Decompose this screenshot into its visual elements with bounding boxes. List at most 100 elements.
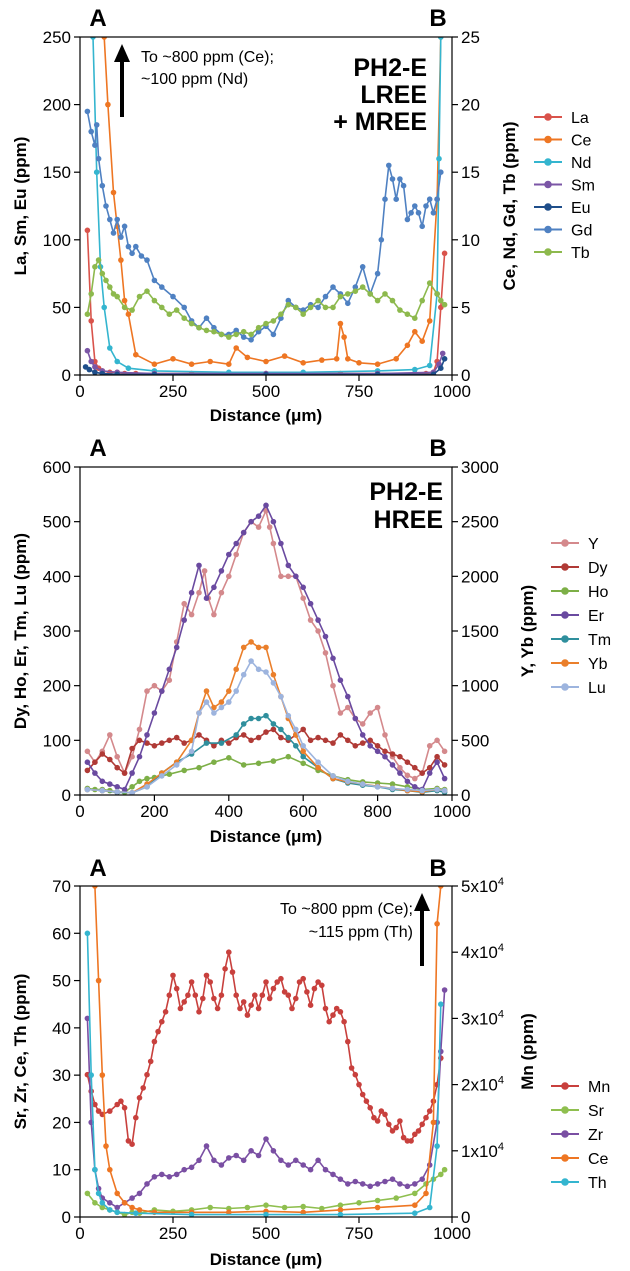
data-point-mn [333,1005,340,1012]
tick-exponent: 4 [498,1075,504,1087]
data-point-gd [322,293,329,300]
data-point-lu [84,786,91,793]
data-point-tb [359,284,366,290]
legend-item-sm: Sm [534,178,595,195]
data-point-gd [330,284,336,290]
data-point-gd [133,243,139,250]
data-point-mn [304,989,310,995]
data-point-mn [107,1108,113,1114]
y-right-tick-label: 15 [461,163,480,182]
data-point-er [293,573,299,580]
data-point-ce [244,354,251,361]
data-point-dy [412,764,418,771]
data-point-ce [121,297,128,304]
data-point-dy [337,732,344,738]
data-point-lu [248,658,254,664]
data-point-y [266,524,273,530]
data-point-tm [240,721,247,727]
data-point-eu [263,371,269,375]
legend-swatch-marker [561,1130,569,1138]
data-point-mn [352,1071,359,1078]
data-point-dy [240,732,247,738]
data-point-yb [240,644,247,651]
data-point-ho [211,759,217,765]
legend-item-tb: Tb [534,245,590,262]
data-point-tb [181,315,187,322]
data-point-zr [367,1183,374,1190]
data-point-zr [240,1157,247,1164]
data-point-gd [300,307,307,313]
data-point-ce [337,1207,344,1213]
data-point-tb [144,288,150,295]
data-point-tb [136,293,143,300]
data-point-er [107,781,113,787]
data-point-sm [439,350,446,357]
data-point-tb [218,331,225,338]
data-point-mn [248,1002,254,1008]
data-point-y [322,650,329,656]
data-point-sr [84,1190,91,1197]
x-tick-label: 750 [345,382,373,401]
data-point-gd [92,142,98,148]
data-point-gd [203,315,210,322]
data-point-er [389,762,396,768]
data-point-ce [345,356,351,362]
tick-exponent: 4 [498,1141,504,1153]
y-left-tick-label: 0 [62,786,71,805]
data-point-y [367,710,374,716]
data-point-er [255,513,262,519]
x-tick-label: 750 [345,1224,373,1243]
legend-swatch-marker [561,683,569,691]
data-point-yb [315,764,321,771]
data-point-gd [389,176,396,182]
data-point-dy [263,729,269,735]
data-point-dy [255,734,262,741]
series-lu [84,658,448,795]
y-left-tick-label: 500 [43,513,71,532]
data-point-ho [136,778,143,785]
data-point-er [92,770,98,776]
data-point-gd [99,182,106,189]
data-point-th [438,1001,444,1007]
data-point-th [88,1072,94,1078]
series-ce [101,37,444,368]
series-line-th [86,933,442,1216]
legend-swatch-marker [544,158,552,166]
tick-base: 0 [461,1208,470,1227]
data-point-ho [300,760,307,767]
data-point-er [240,529,247,536]
data-point-zr [412,1181,418,1187]
data-point-tb [159,304,165,311]
data-point-mn [196,1009,202,1015]
data-point-ce [226,361,232,368]
data-point-mn [400,1134,407,1141]
data-point-la [84,227,91,234]
data-point-tb [315,297,321,304]
data-point-lu [278,693,284,700]
corner-label-b: B [429,435,446,462]
data-point-th [188,1211,195,1217]
data-point-zr [293,1157,299,1164]
data-point-er [278,540,284,547]
data-point-lu [300,743,307,749]
panel-title-line: PH2-E [353,54,427,82]
data-point-gd [144,257,150,263]
data-point-nd [426,362,433,369]
data-point-ce [319,357,325,363]
data-point-mn [211,995,217,1002]
data-point-tm [263,712,269,719]
data-point-zr [84,1015,91,1022]
data-point-y [255,524,262,530]
data-point-sr [207,1204,213,1211]
chart-panel-1: 0 250 500 750 10000501001502002500510152025D… [11,5,595,425]
annotation-text: To ~800 ppm (Ce); [141,49,274,66]
y-left-axis-label: Dy, Ho, Er, Tm, Lu (ppm) [11,533,30,729]
data-point-y [196,589,202,596]
data-point-eu [438,365,444,372]
data-point-ce [333,356,340,362]
data-point-mn [263,979,269,985]
data-point-y [374,704,381,711]
data-point-tb [307,304,314,311]
data-point-gd [240,334,247,340]
data-point-tb [173,307,180,313]
